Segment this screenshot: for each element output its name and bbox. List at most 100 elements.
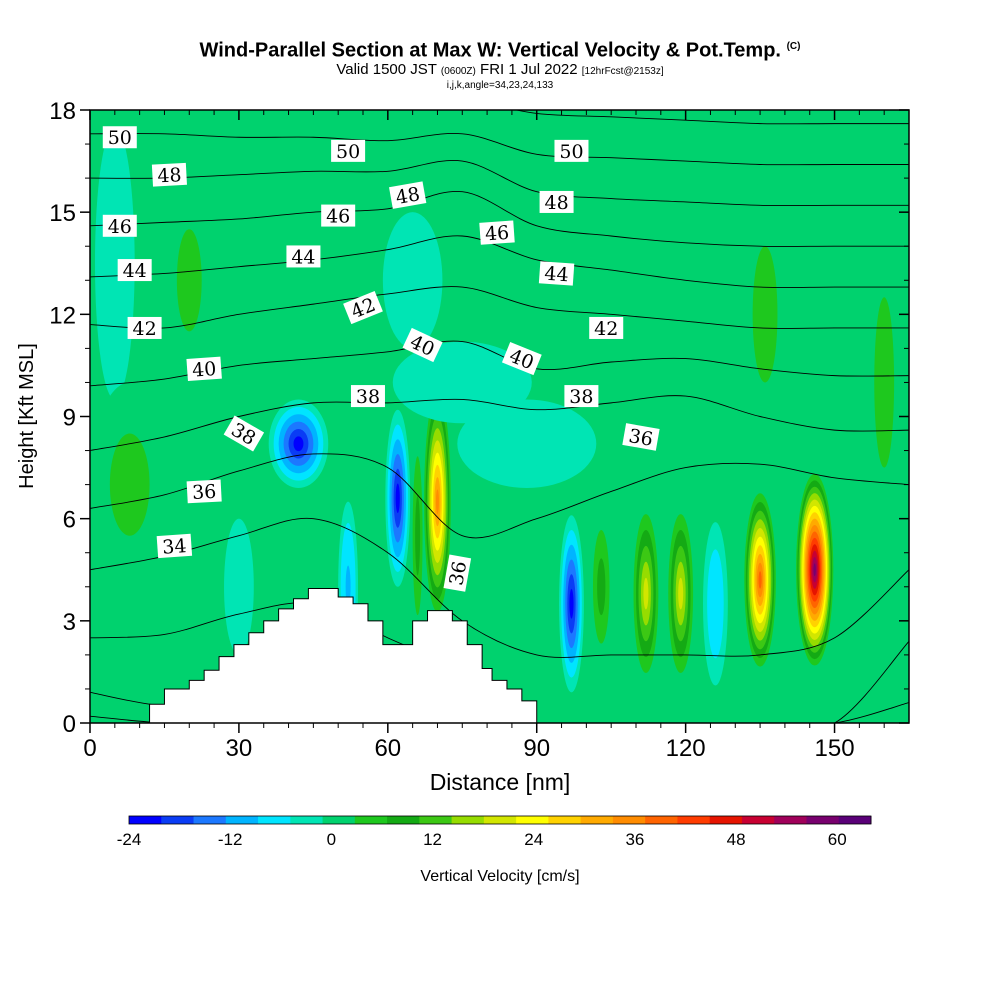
contour-label-text: 38 [356,386,380,408]
x-tick-label: 0 [83,735,96,762]
velocity-cell [864,212,905,553]
velocity-cell [457,399,597,489]
velocity-cell [742,484,778,676]
contour-label-box [102,126,137,149]
velocity-band [492,421,562,466]
velocity-band [427,362,498,403]
valid-date: FRI 1 Jul 2022 [480,60,578,78]
colorbar-tick-label: -24 [117,830,142,849]
y-axis-label: Height [Kft MSL] [16,343,38,489]
colorbar-swatch [387,816,420,824]
contour-label: 34 [156,533,193,559]
valid-time: Valid 1500 JST (0600Z) FRI 1 Jul 2022 [1… [0,60,1000,80]
velocity-band [752,246,778,383]
contour-label-text: 42 [594,318,618,340]
velocity-cell [382,212,443,349]
contour-label: 40 [186,356,222,382]
contour-label: 46 [479,220,515,245]
velocity-band [678,577,684,610]
colorbar-label: Vertical Velocity [cm/s] [420,868,579,885]
colorbar-swatch [193,816,227,824]
x-axis-label: Distance [nm] [430,769,571,795]
x-tick-label: 150 [815,735,855,762]
contour-label-box [622,423,660,451]
colorbar-tick-label: 24 [524,830,543,849]
contour-label-box [102,214,137,237]
velocity-band [435,489,439,514]
colorbar-swatch [548,816,582,824]
theta-contour-48 [90,160,909,207]
theta-contour-34 [90,517,909,658]
contour-label: 42 [127,316,162,340]
velocity-band [395,483,400,513]
velocity-band [397,246,428,315]
contour-label: 50 [554,139,589,163]
colorbar-swatch [774,816,807,824]
title-block: Wind-Parallel Section at Max W: Vertical… [0,36,1000,91]
contour-label: 36 [443,554,471,592]
theta-contour-36 [90,453,909,539]
contour-label-box [186,356,222,381]
y-tick-label: 9 [63,405,76,432]
contour-label-box [350,385,385,408]
contour-label-text: 44 [544,263,570,287]
contour-label-box [564,385,599,408]
theta-contour-40 [90,340,909,387]
contour-label-box [286,245,321,268]
contour-label-text: 36 [192,481,217,504]
y-tick-label: 18 [49,98,76,125]
contour-label: 38 [350,385,385,408]
contour-label-text: 48 [544,192,568,214]
theta-contour-38 [90,395,909,451]
chart-title-main: Wind-Parallel Section at Max W: Vertical… [199,39,781,62]
colorbar-swatch [290,816,324,824]
colorbar-swatch [258,816,291,824]
colorbar-swatch [322,816,356,824]
y-tick-label: 6 [63,507,76,534]
contour-label-box [321,204,356,227]
terrain-mask [90,587,909,723]
contour-label-box [151,162,187,187]
velocity-cell [559,515,584,693]
velocity-band [874,297,895,468]
colorbar: -24 -12 0 12 24 36 48 60 [117,815,872,849]
contour-label-text: 44 [123,260,147,282]
colorbar-swatch [741,816,775,824]
theta-contour-44 [90,235,909,289]
y-tick-label: 12 [49,302,76,329]
velocity-cell [385,409,411,587]
velocity-cell [665,498,696,689]
contour-label: 36 [622,423,660,451]
contour-label-box [117,259,152,282]
contour-label: 36 [186,479,222,504]
velocity-cell [740,178,790,451]
colorbar-swatch [612,816,646,824]
velocity-band [758,571,762,589]
contour-label-box [479,220,515,245]
contour-label-box [402,327,443,363]
y-tick-label: 15 [49,200,76,227]
colorbar-swatch [451,816,485,824]
x-tick-label: 60 [374,735,401,762]
velocity-cell [588,501,614,672]
colorbar-swatch [806,816,840,824]
velocity-cell [268,399,329,489]
colorbar-swatch [838,816,872,824]
velocity-cell [631,498,661,689]
velocity-cell [410,416,426,655]
velocity-band [569,589,574,619]
section-params: i,j,k,angle=34,23,24,133 [446,79,554,91]
theta-contour-52 [513,110,909,125]
contour-label-text: 50 [336,141,360,163]
velocity-cell [224,518,254,655]
contour-label-box [127,316,162,339]
chart-title-tag: (C) [786,41,801,52]
contour-label: 38 [564,385,599,408]
contour-label: 38 [223,415,265,452]
colorbar-swatch [225,816,259,824]
contour-label-text: 36 [627,425,655,451]
contour-label-box [538,261,575,286]
colorbar-tick-label: 60 [828,830,847,849]
